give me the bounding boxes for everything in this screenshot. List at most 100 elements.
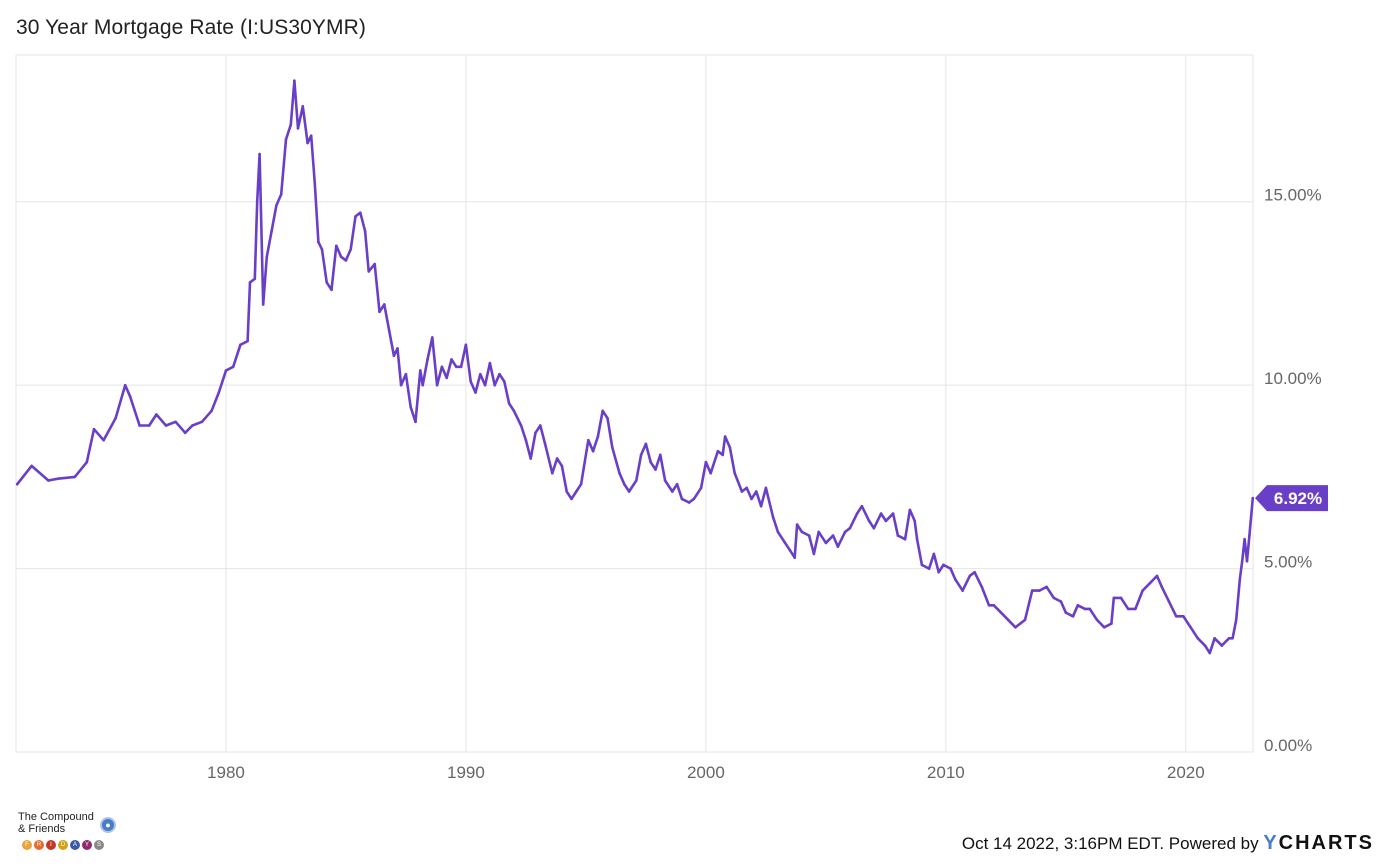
- data-point: [279, 193, 283, 196]
- data-point: [1088, 607, 1092, 611]
- data-point: [1102, 625, 1106, 629]
- series-layer: [15, 79, 1255, 655]
- data-point: [649, 460, 652, 464]
- data-point: [534, 431, 537, 435]
- data-point: [539, 424, 542, 427]
- data-point: [387, 328, 391, 332]
- data-point: [1240, 559, 1244, 563]
- data-point: [474, 391, 477, 394]
- ycharts-logo[interactable]: YCHARTS: [1263, 832, 1374, 854]
- data-point: [1014, 625, 1017, 629]
- data-point: [903, 537, 907, 541]
- data-point: [1110, 622, 1113, 625]
- data-point: [1112, 596, 1116, 600]
- data-point: [435, 383, 439, 387]
- data-point: [1238, 578, 1242, 581]
- brand-day-dot: I: [46, 840, 56, 850]
- data-point: [270, 229, 273, 233]
- data-point: [634, 479, 638, 482]
- data-point: [1141, 589, 1144, 592]
- series-line: [15, 79, 1255, 655]
- data-point: [961, 589, 964, 592]
- data-point: [1126, 607, 1130, 611]
- data-point: [512, 409, 516, 413]
- ycharts-logo-text: CHARTS: [1278, 832, 1374, 854]
- data-point: [421, 383, 425, 387]
- data-point: [920, 563, 924, 567]
- data-point: [1213, 636, 1216, 640]
- data-point: [817, 530, 820, 534]
- data-point: [699, 486, 703, 490]
- data-point: [1095, 618, 1099, 622]
- data-point: [860, 504, 864, 508]
- page-title: 30 Year Mortgage Rate (I:US30YMR): [16, 16, 366, 39]
- data-point: [1231, 636, 1234, 640]
- data-point: [306, 141, 309, 145]
- data-point: [663, 479, 667, 482]
- data-point: [587, 438, 590, 442]
- data-point: [812, 552, 816, 556]
- data-point: [555, 457, 559, 460]
- data-point: [968, 574, 972, 578]
- data-point: [1119, 596, 1123, 600]
- data-point: [1234, 618, 1238, 622]
- data-point: [1251, 496, 1255, 500]
- data-point: [419, 369, 422, 372]
- data-point: [123, 383, 127, 387]
- powered-by-text: Powered by: [1168, 834, 1259, 853]
- data-point: [85, 460, 89, 464]
- data-point: [596, 435, 600, 438]
- data-point: [344, 259, 348, 262]
- data-point: [565, 490, 569, 493]
- data-point: [210, 409, 213, 413]
- data-point: [793, 556, 796, 559]
- data-point: [383, 303, 386, 306]
- brand-line-2: & Friends: [18, 823, 66, 835]
- axis-layer: 0.00% 5.00% 10.00% 15.00% 1980 1990 2000 2010 20…: [207, 186, 1322, 782]
- data-point: [378, 310, 381, 314]
- data-point: [289, 123, 293, 126]
- data-point: [716, 449, 720, 453]
- data-point: [275, 204, 278, 207]
- data-point: [611, 446, 614, 449]
- data-point: [927, 567, 931, 570]
- data-point: [754, 490, 758, 493]
- data-point: [973, 570, 976, 574]
- brand-day-dot: D: [58, 840, 68, 850]
- data-point: [258, 152, 261, 156]
- data-point: [954, 578, 957, 581]
- data-point: [459, 365, 463, 369]
- data-point: [980, 585, 984, 589]
- data-point: [445, 376, 449, 380]
- data-point: [644, 442, 648, 446]
- data-point: [1059, 600, 1063, 603]
- data-point: [606, 416, 609, 420]
- data-point: [255, 200, 259, 204]
- data-point: [654, 468, 657, 471]
- data-point: [30, 464, 33, 468]
- data-point: [999, 611, 1003, 614]
- data-point: [704, 460, 708, 464]
- data-point: [1023, 618, 1027, 622]
- ycharts-logo-y: Y: [1263, 832, 1279, 854]
- data-point: [102, 438, 105, 442]
- data-point: [560, 464, 564, 468]
- data-point: [493, 383, 497, 387]
- data-point: [692, 497, 696, 501]
- data-point: [987, 603, 991, 607]
- x-tick-label: 2010: [927, 763, 965, 782]
- data-point: [623, 482, 626, 486]
- data-point: [1243, 537, 1246, 541]
- data-point: [200, 420, 204, 424]
- data-point: [409, 405, 413, 409]
- data-point: [524, 438, 528, 442]
- data-point: [949, 567, 952, 570]
- data-point: [114, 416, 117, 420]
- data-point: [1189, 625, 1192, 629]
- data-point: [440, 365, 444, 369]
- data-point: [507, 402, 511, 405]
- data-point: [1248, 534, 1251, 537]
- data-point: [253, 277, 257, 281]
- brand-day-dot: S: [94, 840, 104, 850]
